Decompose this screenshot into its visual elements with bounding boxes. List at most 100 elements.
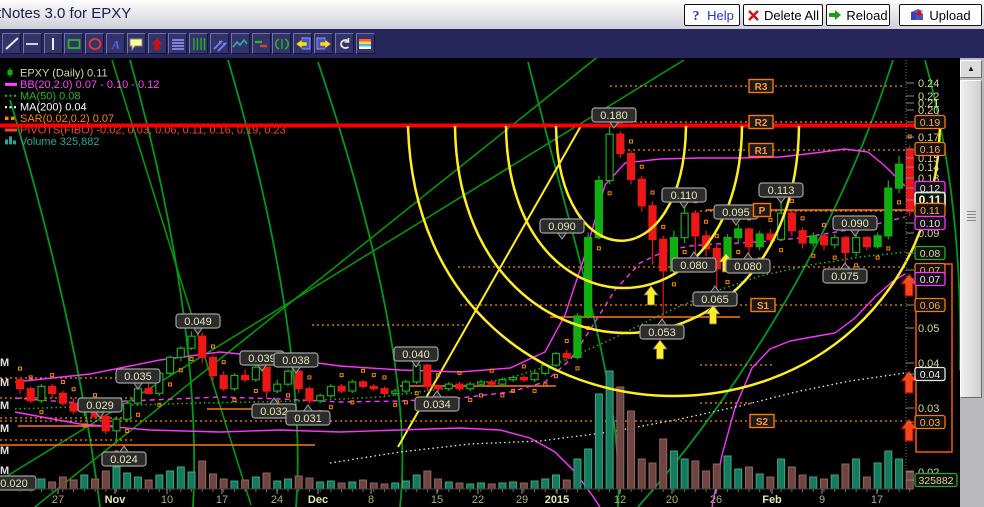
candle	[187, 335, 196, 349]
upload-button[interactable]: Upload	[899, 4, 982, 26]
date-label: 24	[271, 494, 283, 506]
svg-text:0.024: 0.024	[110, 454, 138, 466]
candle	[112, 418, 121, 432]
candle	[626, 152, 636, 180]
undo-button[interactable]	[334, 33, 354, 54]
volume-bar	[766, 476, 775, 490]
left-mark: M	[0, 423, 9, 435]
candle	[562, 353, 571, 358]
ellipse-tool[interactable]	[85, 33, 105, 54]
candle	[412, 364, 421, 383]
candle	[26, 388, 35, 402]
candle	[369, 385, 378, 390]
pivot-label: R2	[755, 118, 768, 129]
candle	[208, 356, 218, 377]
candle	[830, 237, 839, 246]
reload-button[interactable]: Reload	[826, 4, 890, 26]
svg-text:0.095: 0.095	[722, 207, 750, 219]
candle	[294, 370, 303, 390]
line-horizontal-icon	[26, 42, 39, 45]
price-callout: 0.110	[661, 187, 707, 209]
palette-icon	[359, 38, 372, 49]
candle	[37, 385, 46, 402]
svg-text:0.080: 0.080	[680, 260, 708, 272]
volume-bar	[498, 482, 507, 490]
arrow-tool[interactable]	[147, 33, 167, 54]
candle	[69, 402, 78, 412]
help-icon: ?	[690, 8, 703, 23]
title-bar: tNotes 3.0 for EPXY ? Help Delete All Reloa…	[0, 0, 984, 30]
candle	[616, 133, 625, 155]
volume-bar	[294, 475, 303, 490]
axis-price-label: 0.17	[918, 132, 939, 144]
trendline-tool[interactable]	[2, 33, 21, 54]
candle	[798, 230, 807, 244]
volume-bar	[348, 481, 357, 490]
price-callout: 0.020	[0, 475, 37, 491]
candle	[283, 370, 293, 385]
vertical-scrollbar[interactable]: ▲	[960, 58, 984, 507]
scroll-up-button[interactable]: ▲	[960, 60, 982, 78]
support-resistance-tool[interactable]	[251, 33, 271, 54]
fib-arcs-tool[interactable]	[272, 33, 292, 54]
arrow-right-box-icon	[316, 37, 331, 49]
candle	[584, 237, 593, 317]
delete-all-button[interactable]: Delete All	[743, 4, 823, 26]
volume-bar	[862, 476, 871, 490]
zigzag-tool[interactable]	[230, 33, 250, 54]
volume-bar	[487, 483, 496, 490]
legend-row: BB(20,2.0) 0.07 - 0.10 - 0.12	[20, 79, 159, 91]
svg-text:0.032: 0.032	[260, 406, 288, 418]
arrow-left-box-icon	[295, 37, 311, 49]
fib-timezone-tool[interactable]	[189, 33, 209, 54]
line-vertical-icon	[52, 37, 55, 50]
volume-bar	[208, 473, 217, 490]
price-callout: 0.065	[692, 285, 738, 307]
scrollbar-thumb[interactable]	[960, 80, 982, 398]
axis-price-label: 0.24	[918, 78, 939, 90]
price-callout: 0.040	[393, 346, 439, 368]
help-button[interactable]: ? Help	[684, 4, 740, 26]
horizontal-line-tool[interactable]	[22, 33, 42, 54]
volume-bar	[637, 458, 646, 490]
date-label: 2015	[545, 494, 569, 506]
volume-bar	[455, 482, 464, 490]
svg-text:0.090: 0.090	[841, 218, 869, 230]
volume-bar	[369, 482, 378, 490]
vertical-line-tool[interactable]	[43, 33, 63, 54]
candle	[530, 372, 539, 381]
candle	[230, 374, 239, 390]
fib-retracement-tool[interactable]	[168, 33, 188, 54]
volume-bar	[284, 478, 292, 490]
candle	[251, 366, 260, 381]
prev-chart-button[interactable]	[293, 33, 313, 54]
candle	[15, 379, 25, 390]
candle	[391, 390, 400, 394]
volume-bar	[744, 466, 753, 490]
candle	[819, 235, 829, 246]
appearance-button[interactable]	[355, 33, 375, 54]
volume-bar	[48, 481, 57, 490]
volume-bar	[562, 479, 571, 490]
rectangle-tool[interactable]	[64, 33, 84, 54]
arrow-up-icon	[152, 37, 163, 50]
volume-bar	[755, 473, 764, 490]
text-tool[interactable]: A	[106, 33, 125, 54]
next-chart-button[interactable]	[314, 33, 333, 54]
volume-bar	[391, 482, 400, 490]
candle	[691, 212, 700, 237]
price-callout: 0.090	[832, 215, 878, 237]
candle	[444, 383, 453, 390]
text-a-icon: A	[110, 37, 119, 51]
callout-tool[interactable]	[126, 33, 146, 54]
volume-bar	[702, 470, 711, 490]
trend-channel-tool[interactable]	[210, 33, 229, 54]
candle	[219, 374, 228, 390]
rectangle-icon	[67, 38, 81, 49]
candle	[498, 379, 507, 385]
date-label: 26	[710, 494, 722, 506]
volume-bar	[444, 481, 453, 490]
svg-text:A: A	[110, 37, 119, 51]
price-callout: 0.180	[591, 107, 637, 129]
